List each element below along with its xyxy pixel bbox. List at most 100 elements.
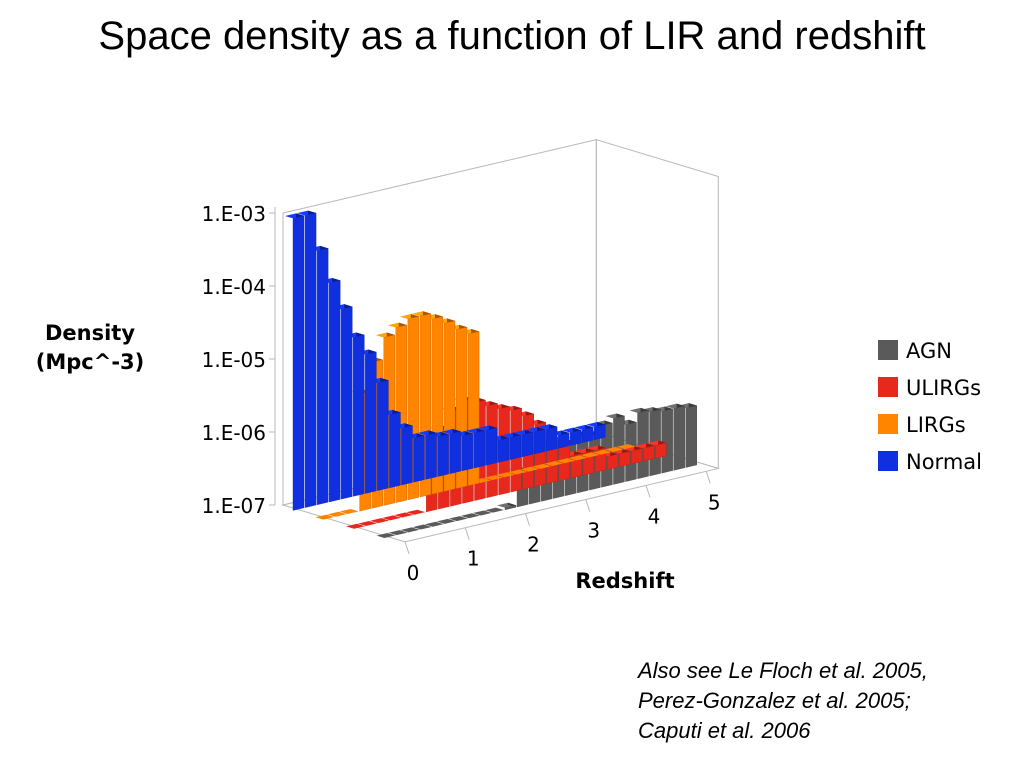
bar [389, 411, 401, 489]
bar [437, 433, 449, 477]
x-tick-mark [645, 485, 651, 498]
bar [413, 435, 425, 483]
floor-strip [484, 507, 504, 513]
floor-strip [339, 508, 359, 514]
bar [569, 429, 582, 446]
floor-strip [436, 518, 456, 524]
bar [557, 432, 570, 449]
bar [341, 306, 353, 500]
bar [521, 431, 534, 458]
floor-strip [508, 469, 528, 475]
bar [461, 433, 473, 472]
floor-strip [412, 524, 432, 530]
x-tick-label: 5 [708, 490, 721, 514]
x-tick-label: 3 [587, 519, 600, 543]
slide-title: Space density as a function of LIR and r… [98, 14, 926, 58]
y-tick-label: 1.E-07 [202, 494, 266, 518]
bar [425, 432, 437, 480]
bar [509, 434, 522, 460]
floor-strip [376, 533, 396, 538]
floor-strip [592, 449, 612, 455]
y-tick-label: 1.E-04 [202, 275, 266, 299]
bar [533, 429, 546, 455]
floor-strip [388, 530, 408, 536]
floor-strip [580, 452, 600, 458]
floor-strip [424, 521, 444, 527]
y-tick-label: 1.E-03 [202, 202, 266, 226]
legend-swatch [878, 340, 898, 360]
floor-strip [616, 444, 636, 450]
bar [618, 451, 631, 468]
bar [606, 453, 619, 470]
floor-strip [394, 512, 414, 518]
x-tick-mark [585, 499, 591, 512]
y-axis-label: (Mpc^-3) [36, 350, 145, 374]
references-note: Also see Le Floch et al. 2005, Perez-Gon… [638, 656, 1018, 746]
y-tick-label: 1.E-06 [202, 421, 266, 445]
bar [304, 212, 317, 508]
legend-label: LIRGs [906, 413, 966, 437]
legend-label: Normal [906, 450, 982, 474]
bar [630, 448, 643, 465]
floor-strip [604, 446, 624, 452]
legend-swatch [878, 451, 898, 471]
y-tick-label: 1.E-05 [202, 348, 266, 372]
x-tick-label: 4 [648, 504, 661, 528]
bar [316, 248, 329, 506]
floor-strip [532, 463, 552, 469]
x-tick-label: 2 [527, 533, 540, 557]
floor-strip [400, 527, 420, 533]
floor-strip [520, 466, 540, 472]
reference-line: Perez-Gonzalez et al. 2005; [638, 688, 911, 713]
bar [497, 437, 510, 463]
bar [353, 334, 365, 497]
x-tick-mark [705, 471, 711, 484]
floor-strip [544, 461, 564, 467]
bar [328, 280, 341, 503]
floor-strip [448, 516, 468, 522]
bar [365, 351, 377, 494]
floor-strip [484, 475, 504, 481]
bar [449, 431, 461, 474]
x-tick-mark [464, 527, 470, 540]
floor-strip [346, 523, 365, 529]
floor-strip [358, 520, 378, 526]
floor-strip [460, 513, 480, 519]
floor-strip [327, 511, 347, 517]
floor-strip [568, 455, 588, 461]
legend-label: AGN [906, 339, 952, 363]
legend: AGN ULIRGs LIRGs Normal [878, 339, 982, 474]
x-axis-label: Redshift [575, 569, 674, 593]
bar [685, 405, 697, 468]
floor-strip [315, 514, 335, 520]
legend-swatch [878, 377, 898, 397]
bar [292, 215, 305, 511]
bar [485, 427, 497, 466]
floor-strip [556, 458, 576, 464]
legend-label: ULIRGs [906, 376, 981, 400]
bar [655, 442, 667, 459]
y-axis-label: Density [45, 321, 135, 345]
x-tick-label: 1 [467, 547, 480, 571]
legend-swatch [878, 414, 898, 434]
floor-strip [496, 472, 516, 478]
x-tick-mark [525, 513, 530, 526]
bar [582, 427, 594, 443]
floor-strip [370, 518, 390, 524]
reference-line: Also see Le Floch et al. 2005, [638, 658, 928, 683]
floor-strip [406, 509, 426, 515]
bar [673, 405, 685, 471]
x-tick-mark [404, 541, 410, 554]
floor-strip [472, 510, 492, 516]
bar [401, 425, 413, 486]
bar [643, 445, 655, 462]
bar [473, 430, 485, 469]
floor-strip [382, 515, 402, 521]
bar [661, 408, 673, 474]
bar [545, 426, 558, 452]
x-tick-label: 0 [407, 561, 420, 585]
bar [504, 504, 517, 511]
bar [377, 379, 389, 491]
bar [594, 424, 606, 441]
